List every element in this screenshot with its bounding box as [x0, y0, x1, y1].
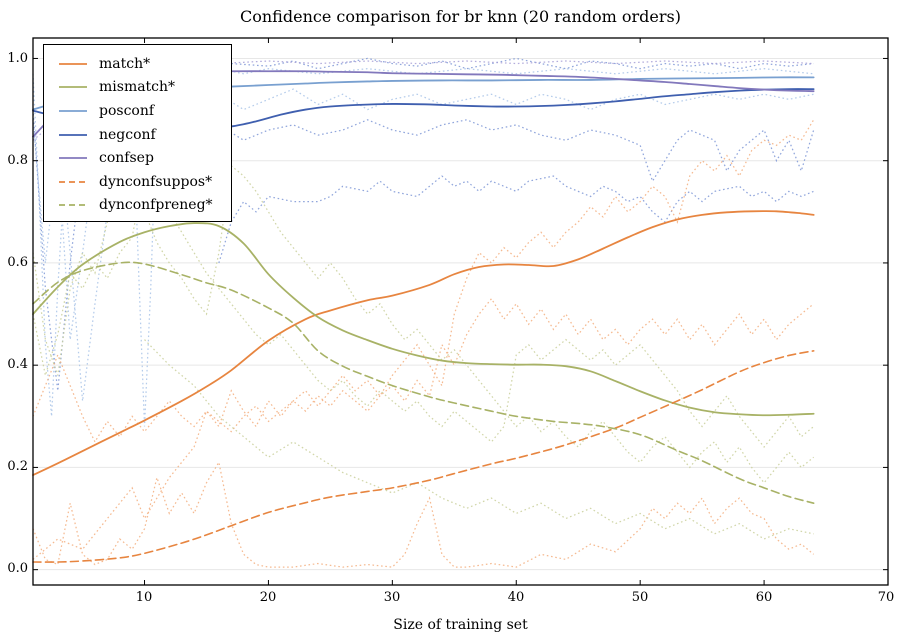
- legend-label: mismatch*: [99, 79, 176, 96]
- legend-item-confsep: confsep: [58, 146, 231, 170]
- chart-title: Confidence comparison for br knn (20 ran…: [240, 7, 681, 26]
- x-tick-label: 50: [631, 590, 649, 605]
- legend-label: dynconfpreneg*: [99, 197, 213, 214]
- legend-label: negconf: [99, 126, 156, 143]
- x-tick-label: 60: [755, 590, 773, 605]
- legend-label: dynconfsuppos*: [99, 173, 213, 190]
- legend-line-sample: [59, 133, 87, 136]
- legend-label: match*: [99, 55, 151, 72]
- legend-item-negconf: negconf: [58, 123, 231, 147]
- x-tick-label: 20: [259, 590, 277, 605]
- y-tick-label: 1.0: [7, 51, 28, 66]
- legend-item-mismatch: mismatch*: [58, 76, 231, 100]
- x-tick-label: 40: [507, 590, 525, 605]
- y-tick-label: 0.8: [7, 153, 28, 168]
- x-axis-title: Size of training set: [393, 617, 528, 633]
- legend-label: confsep: [99, 150, 154, 167]
- legend-item-dynconfpreneg: dynconfpreneg*: [58, 194, 231, 218]
- legend-item-posconf: posconf: [58, 99, 231, 123]
- x-tick-label: 30: [383, 590, 401, 605]
- y-tick-label: 0.0: [7, 561, 28, 576]
- legend-line-sample: [59, 86, 87, 89]
- legend-line-sample: [59, 62, 87, 65]
- y-tick-label: 0.2: [7, 459, 28, 474]
- legend-line-sample: [59, 157, 87, 160]
- legend: match* mismatch* posconf negconf confsep…: [43, 44, 232, 222]
- legend-line-sample: [59, 204, 87, 207]
- x-tick-label: 10: [135, 590, 153, 605]
- y-tick-label: 0.6: [7, 255, 28, 270]
- legend-item-match: match*: [58, 52, 231, 76]
- legend-label: posconf: [99, 102, 155, 119]
- legend-line-sample: [59, 180, 87, 183]
- y-tick-label: 0.4: [7, 357, 28, 372]
- legend-item-dynconfsuppos: dynconfsuppos*: [58, 170, 231, 194]
- legend-line-sample: [59, 110, 87, 112]
- x-tick-label: 70: [877, 590, 895, 605]
